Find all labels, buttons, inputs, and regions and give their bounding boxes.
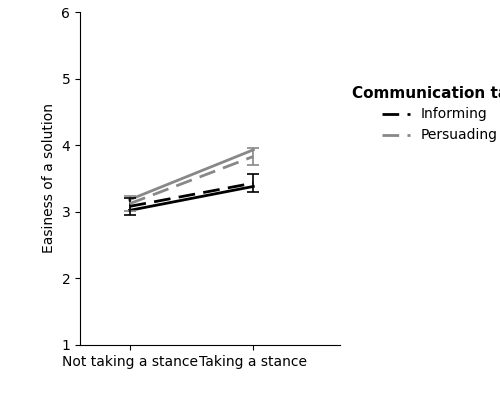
Y-axis label: Easiness of a solution: Easiness of a solution [42,103,56,253]
Legend: Informing, Persuading: Informing, Persuading [352,85,500,142]
